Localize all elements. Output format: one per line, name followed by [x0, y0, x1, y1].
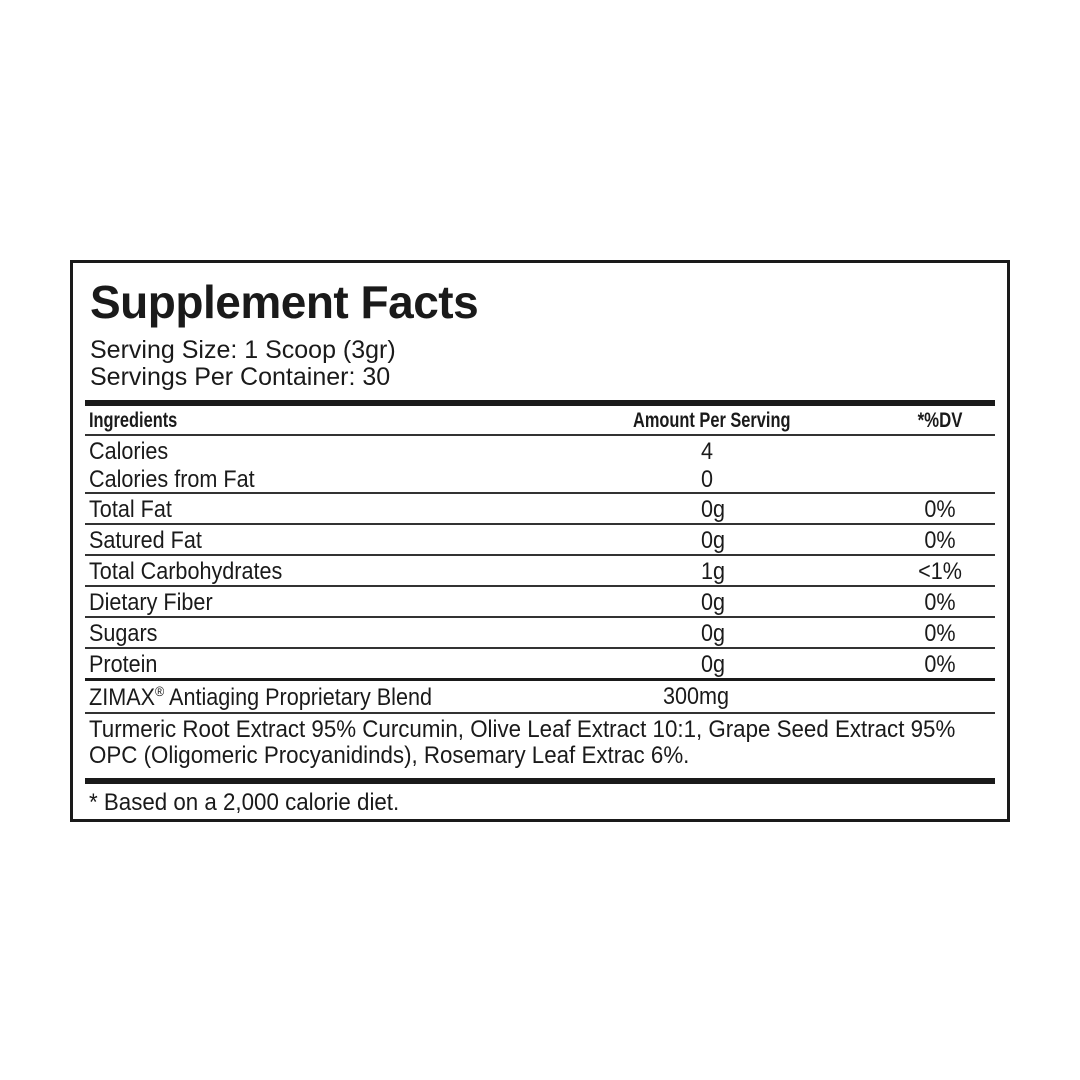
footnotes: * Based on a 2,000 calorie diet. ** Dail… — [89, 789, 995, 819]
nutrient-amount: 0g — [701, 620, 726, 647]
calories-from-fat-amount: 0 — [701, 466, 714, 493]
page-title: Supplement Facts — [90, 276, 479, 328]
divider-thick-footnotes — [85, 778, 995, 785]
blend-ingredient-list: Turmeric Root Extract 95% Curcumin, Oliv… — [89, 716, 956, 770]
nutrient-dv: <1% — [918, 558, 962, 585]
column-header-percent-dv: *%DV — [917, 409, 963, 432]
nutrient-label: Total Fat — [89, 496, 172, 523]
nutrient-dv: 0% — [924, 496, 956, 523]
table-row: Sugars 0g 0% — [85, 618, 995, 647]
supplement-facts-inner: Supplement Facts Serving Size: 1 Scoop (… — [85, 263, 995, 819]
calories-label: Calories — [89, 438, 169, 465]
nutrient-label: Protein — [89, 651, 158, 678]
divider-under-header — [85, 434, 995, 436]
nutrient-label: Dietary Fiber — [89, 589, 213, 616]
divider-row — [85, 523, 995, 525]
table-row: Dietary Fiber 0g 0% — [85, 587, 995, 616]
blend-name-suffix: Antiaging Proprietary Blend — [164, 684, 432, 711]
nutrient-amount: 0g — [701, 527, 726, 554]
divider-above-blend — [85, 678, 995, 681]
nutrient-amount: 0g — [701, 496, 726, 523]
blend-label: ZIMAX® Antiaging Proprietary Blend — [89, 683, 432, 712]
table-row-proprietary-blend: ZIMAX® Antiaging Proprietary Blend 300mg — [85, 681, 995, 712]
footnote-calorie-diet: * Based on a 2,000 calorie diet. — [89, 789, 400, 817]
serving-size: Serving Size: 1 Scoop (3gr) — [90, 336, 396, 364]
nutrient-dv: 0% — [924, 620, 956, 647]
divider-row — [85, 647, 995, 649]
column-header-ingredients: Ingredients — [89, 409, 178, 432]
table-header-row: Ingredients Amount Per Serving *%DV — [85, 406, 995, 434]
divider-row — [85, 554, 995, 556]
column-header-amount-per-serving: Amount Per Serving — [633, 409, 791, 432]
table-row: Protein 0g 0% — [85, 649, 995, 678]
table-row: Satured Fat 0g 0% — [85, 525, 995, 554]
nutrient-label: Satured Fat — [89, 527, 202, 554]
divider-under-blend — [85, 712, 995, 714]
serving-info: Serving Size: 1 Scoop (3gr) Servings Per… — [90, 337, 995, 391]
footnote-daily-values: ** Daily Values not established — [89, 816, 932, 819]
nutrient-dv: 0% — [924, 527, 956, 554]
table-row: Total Carbohydrates 1g <1% — [85, 556, 995, 585]
nutrient-dv: 0% — [924, 589, 956, 616]
blend-name-prefix: ZIMAX — [89, 684, 156, 711]
nutrient-dv: 0% — [924, 651, 956, 678]
calories-from-fat-label: Calories from Fat — [89, 466, 255, 493]
nutrient-amount: 0g — [701, 651, 726, 678]
divider-row — [85, 492, 995, 494]
nutrient-amount: 1g — [701, 558, 726, 585]
table-row-calories: Calories 4 Calories from Fat 0 — [85, 436, 995, 493]
table-row: Total Fat 0g 0% — [85, 494, 995, 523]
blend-amount: 300mg — [663, 683, 730, 710]
calories-amount: 4 — [701, 438, 714, 465]
nutrient-label: Sugars — [89, 620, 158, 647]
supplement-facts-panel: Supplement Facts Serving Size: 1 Scoop (… — [70, 260, 1010, 822]
divider-row — [85, 585, 995, 587]
registered-trademark-icon: ® — [155, 683, 165, 699]
divider-row — [85, 616, 995, 618]
divider-thick-top — [85, 400, 995, 406]
nutrient-amount: 0g — [701, 589, 726, 616]
servings-per-container: Servings Per Container: 30 — [90, 363, 391, 391]
nutrient-label: Total Carbohydrates — [89, 558, 283, 585]
